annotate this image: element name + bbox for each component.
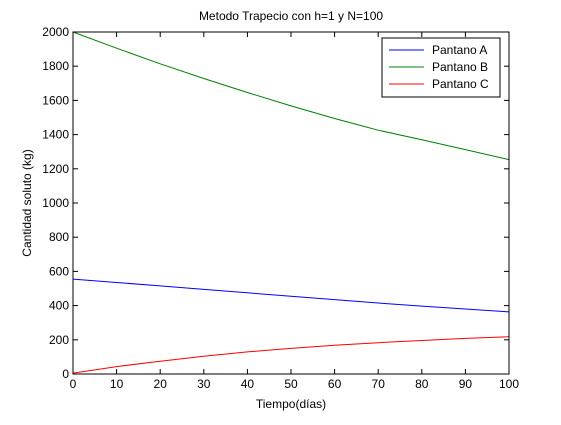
legend-label: Pantano C (432, 77, 489, 91)
x-tick-label: 50 (284, 377, 298, 391)
x-tick-label: 40 (241, 377, 255, 391)
x-tick-label: 20 (154, 377, 168, 391)
y-tick-label: 400 (49, 299, 69, 313)
x-tick-label: 80 (415, 377, 429, 391)
series-line-2 (72, 31, 510, 161)
y-axis-label: Cantidad soluto (kg) (20, 149, 34, 256)
x-tick-label: 10 (110, 377, 124, 391)
x-tick-label: 100 (499, 377, 519, 391)
y-tick-label: 200 (49, 333, 69, 347)
series-lines (72, 31, 510, 374)
x-tick-label: 60 (328, 377, 342, 391)
legend: Pantano A Pantano B Pantano C (381, 37, 501, 98)
y-tick-label: 800 (49, 230, 69, 244)
series-line-1 (72, 278, 510, 313)
series-line-3 (72, 336, 510, 374)
legend-label: Pantano A (432, 43, 487, 57)
y-tick-label: 1400 (42, 128, 69, 142)
y-tick-label: 1200 (42, 162, 69, 176)
x-tick-label: 30 (197, 377, 211, 391)
y-tick-label: 2000 (42, 25, 69, 39)
y-tick-label: 1800 (42, 59, 69, 73)
y-tick-label: 1600 (42, 93, 69, 107)
x-tick-label: 70 (372, 377, 386, 391)
y-tick-label: 1000 (42, 196, 69, 210)
y-tick-label: 600 (49, 264, 69, 278)
x-tick-label: 0 (70, 377, 77, 391)
x-axis-label: Tiempo(días) (256, 397, 326, 411)
plot-frame (72, 31, 510, 375)
y-tick-label: 0 (62, 367, 69, 381)
axis-ticks: 0 10 20 30 40 50 60 70 80 90 100020040060080010001… (42, 25, 519, 391)
chart-title: Metodo Trapecio con h=1 y N=100 (199, 9, 383, 23)
legend-label: Pantano B (432, 60, 488, 74)
x-tick-label: 90 (459, 377, 473, 391)
